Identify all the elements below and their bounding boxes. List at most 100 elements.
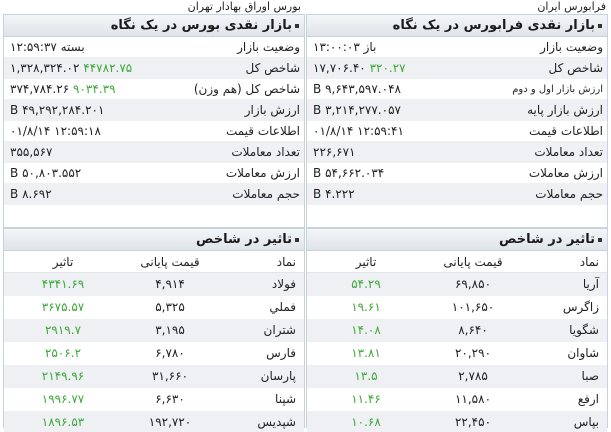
kv-row-trade-volume: حجم معاملات ۸.۶۹۲ B [4, 184, 304, 205]
effect-cell: ۵۴.۲۹ [351, 277, 381, 291]
symbol-link[interactable]: آریا [582, 277, 599, 291]
effect-cell: ۲۱۴۹.۹۶ [41, 369, 85, 383]
effect-cell: ۱۴.۰۸ [351, 323, 381, 337]
table-row[interactable]: شگویا ۸,۶۴۰ ۱۴.۰۸ [307, 319, 607, 342]
kv-label: اطلاعات قیمت [225, 124, 300, 138]
index-value: ۱۷,۷۰۶.۴۰ [313, 61, 366, 75]
symbol-link[interactable]: شگویا [569, 323, 599, 337]
symbol-link[interactable]: شاوان [567, 346, 599, 360]
kv-value: بسته ۱۲:۵۹:۳۷ [10, 40, 85, 54]
tse-impact-panel-header: تاثیر در شاخص [4, 229, 304, 251]
tse-market-panel-header: بازار نقدی بورس در یک نگاه [4, 15, 304, 37]
index-value: ۱,۳۲۸,۳۲۴.۰۲ [10, 61, 80, 75]
kv-value: ۳۵۵,۵۶۷ [10, 145, 53, 159]
symbol-link[interactable]: شپنا [275, 392, 296, 406]
farabourse-market-panel-header: بازار نقدی فرابورس در یک نگاه [307, 15, 607, 37]
effect-cell: ۱۳.۵ [354, 369, 378, 383]
impact-table-header: نماد قیمت پایانی تاثیر [307, 251, 607, 273]
effect-cell: ۳۶۷۵.۵۷ [41, 300, 85, 314]
table-row[interactable]: شتران ۳,۱۹۵ ۲۹۱۹.۷ [4, 319, 304, 342]
tse-market-rows: وضعیت بازار بسته ۱۲:۵۹:۳۷ شاخص کل ۴۴۷۸۲.… [4, 37, 304, 205]
kv-row-trade-count: تعداد معاملات ۲۲۶,۶۷۱ [307, 142, 607, 163]
table-row[interactable]: فولاد ۴,۹۱۴ ۴۳۴۱.۶۹ [4, 273, 304, 296]
impact-table-body: فولاد ۴,۹۱۴ ۴۳۴۱.۶۹ فملي ۵,۳۲۵ ۳۶۷۵.۵۷ ش… [4, 273, 304, 432]
table-row[interactable]: ارفع ۱۱,۵۸۰ ۱۱.۴۶ [307, 388, 607, 411]
price-cell: ۶,۶۳۰ [155, 392, 185, 406]
kv-label: وضعیت بازار [540, 40, 603, 54]
kv-value: ۴۹,۲۹۲,۲۸۴.۲۰۱ B [10, 103, 105, 117]
price-cell: ۳۱,۶۶۰ [151, 369, 189, 383]
panel-title: تاثیر در شاخص [195, 232, 292, 247]
symbol-link[interactable]: فولاد [271, 277, 296, 291]
col-header-effect: تاثیر [52, 255, 74, 269]
tse-market-panel: بازار نقدی بورس در یک نگاه وضعیت بازار ب… [3, 14, 305, 228]
symbol-link[interactable]: صبا [581, 369, 599, 383]
bullet-icon [295, 237, 299, 242]
symbol-link[interactable]: شتران [263, 323, 296, 337]
table-row[interactable]: بپاس ۲۲,۴۵۰ ۱۰.۶۸ [307, 411, 607, 432]
table-row[interactable]: زاگرس ۱۰۱,۶۵۰ ۱۹.۶۱ [307, 296, 607, 319]
kv-label: ارزش معاملات [225, 166, 300, 180]
table-row[interactable]: پارسان ۳۱,۶۶۰ ۲۱۴۹.۹۶ [4, 365, 304, 388]
effect-cell: ۲۵۰۶.۲ [44, 346, 82, 360]
impact-table-body: آریا ۶۹,۸۵۰ ۵۴.۲۹ زاگرس ۱۰۱,۶۵۰ ۱۹.۶۱ شگ… [307, 273, 607, 432]
kv-row-trade-volume: حجم معاملات ۴.۲۲۲ B [307, 184, 607, 205]
panel-title: بازار نقدی بورس در یک نگاه [110, 18, 292, 33]
kv-label: ارزش بازار پایه [527, 103, 603, 117]
kv-label: وضعیت بازار [237, 40, 300, 54]
index-value: ۳۷۴,۷۸۴.۲۶ [10, 82, 70, 96]
kv-row-base-market-value: ارزش بازار پایه ۳,۲۱۴,۲۷۷.۰۵۷ B [307, 100, 607, 121]
index-change: ۴۴۷۸۲.۷۵ [83, 61, 133, 75]
kv-value: ۸.۶۹۲ B [10, 187, 52, 201]
kv-label: ارزش بازار اول و دوم [512, 84, 603, 95]
table-row[interactable]: آریا ۶۹,۸۵۰ ۵۴.۲۹ [307, 273, 607, 296]
price-cell: ۱۱,۵۸۰ [454, 392, 492, 406]
kv-label: شاخص کل (هم وزن) [193, 82, 300, 96]
price-cell: ۲۰,۲۹۰ [454, 346, 492, 360]
symbol-link[interactable]: زاگرس [562, 300, 599, 314]
farabourse-top-title: فرابورس ایران [537, 0, 606, 13]
symbol-link[interactable]: فملي [269, 300, 296, 314]
kv-label: شاخص کل [548, 61, 603, 75]
price-cell: ۴,۹۱۴ [155, 277, 185, 291]
symbol-link[interactable]: پارسان [260, 369, 296, 383]
col-header-effect: تاثیر [355, 255, 377, 269]
kv-label: ارزش بازار [244, 103, 300, 117]
kv-row-trade-value: ارزش معاملات ۵۰,۸۰۳.۵۵۲ B [4, 163, 304, 184]
bullet-icon [295, 23, 299, 28]
kv-row-price-info: اطلاعات قیمت ۱۲:۵۹:۴۱ ۰۱/۸/۱۴ [307, 121, 607, 142]
table-row[interactable]: فملي ۵,۳۲۵ ۳۶۷۵.۵۷ [4, 296, 304, 319]
table-row[interactable]: صبا ۲,۷۸۵ ۱۳.۵ [307, 365, 607, 388]
kv-value: ۵۰,۸۰۳.۵۵۲ B [10, 166, 82, 180]
effect-cell: ۱۰.۶۸ [351, 415, 381, 429]
kv-value: ۴۴۷۸۲.۷۵ ۱,۳۲۸,۳۲۴.۰۲ [4, 58, 176, 78]
symbol-link[interactable]: بپاس [573, 415, 599, 429]
tse-top-title: بورس اوراق بهادار تهران [187, 0, 301, 13]
price-cell: ۲,۷۸۵ [458, 369, 488, 383]
symbol-link[interactable]: ارفع [577, 392, 599, 406]
farabourse-column: فرابورس ایران بازار نقدی فرابورس در یک ن… [306, 0, 608, 432]
effect-cell: ۲۹۱۹.۷ [44, 323, 82, 337]
effect-cell: ۱۱.۴۶ [351, 392, 381, 406]
table-row[interactable]: شاوان ۲۰,۲۹۰ ۱۳.۸۱ [307, 342, 607, 365]
table-row[interactable]: شپنا ۶,۶۳۰ ۱۹۹۶.۷۷ [4, 388, 304, 411]
col-header-price: قیمت پایانی [443, 255, 503, 269]
kv-value: باز ۱۳:۰۰:۰۳ [313, 40, 377, 54]
table-row[interactable]: فارس ۶,۷۸۰ ۲۵۰۶.۲ [4, 342, 304, 365]
price-cell: ۶,۷۸۰ [155, 346, 185, 360]
kv-value: ۳۲۰.۲۷ ۱۷,۷۰۶.۴۰ [307, 58, 479, 78]
kv-label: حجم معاملات [535, 187, 603, 201]
symbol-link[interactable]: فارس [266, 346, 296, 360]
price-cell: ۳,۱۹۵ [155, 323, 185, 337]
effect-cell: ۱۹.۶۱ [351, 300, 381, 314]
kv-row-equal-weight-index: شاخص کل (هم وزن) ۹۰۳۴.۳۹ ۳۷۴,۷۸۴.۲۶ [4, 79, 304, 100]
kv-row-trade-count: تعداد معاملات ۳۵۵,۵۶۷ [4, 142, 304, 163]
table-row[interactable]: شپديس ۱۹۲,۷۲۰ ۱۸۹۶.۵۳ [4, 411, 304, 432]
symbol-link[interactable]: شپديس [257, 415, 296, 429]
col-header-price: قیمت پایانی [140, 255, 200, 269]
col-header-symbol: نماد [276, 255, 296, 269]
effect-cell: ۱۳.۸۱ [351, 346, 381, 360]
kv-row-total-index: شاخص کل ۴۴۷۸۲.۷۵ ۱,۳۲۸,۳۲۴.۰۲ [4, 58, 304, 79]
index-change: ۹۰۳۴.۳۹ [73, 82, 116, 96]
kv-value: ۹۰۳۴.۳۹ ۳۷۴,۷۸۴.۲۶ [4, 79, 176, 99]
